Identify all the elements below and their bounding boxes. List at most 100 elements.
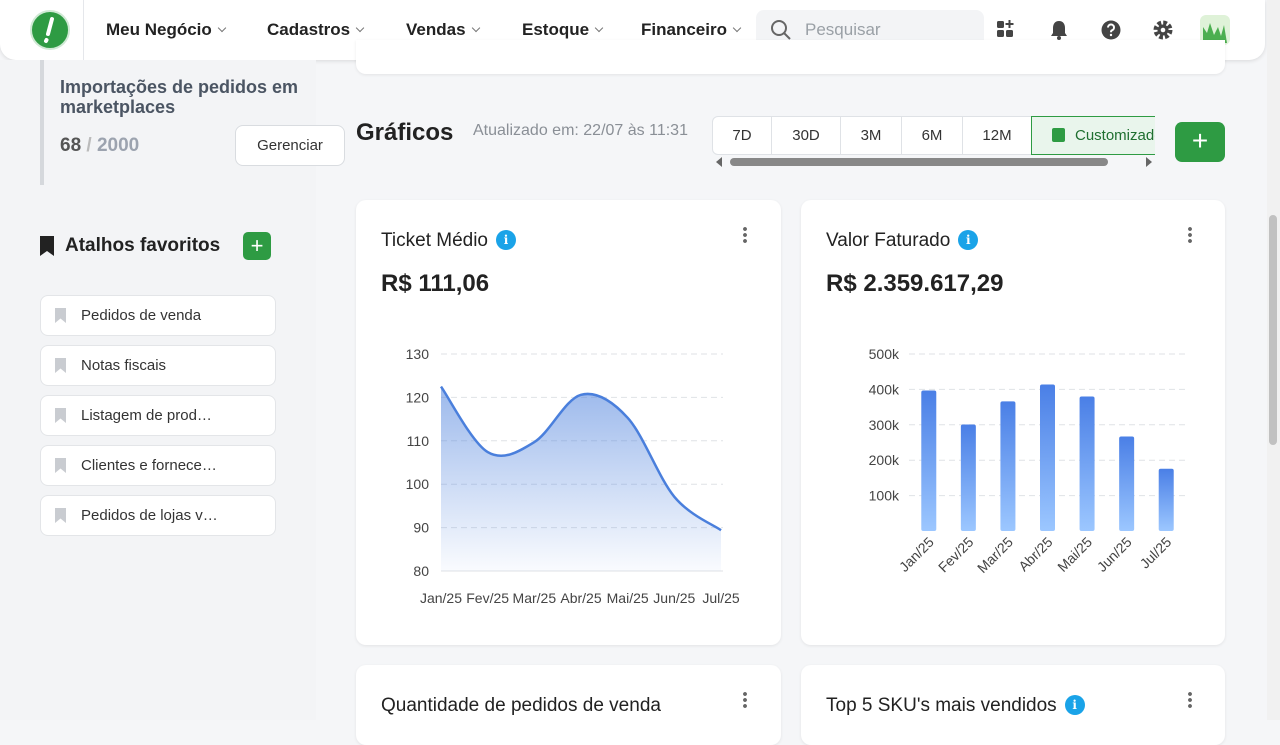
scrollbar-thumb[interactable] <box>1269 215 1277 445</box>
favorites-title: Atalhos favoritos <box>65 235 221 256</box>
bookmark-icon <box>55 408 66 423</box>
card-menu[interactable] <box>1188 691 1192 709</box>
bell-icon[interactable] <box>1048 19 1070 41</box>
info-icon[interactable]: i <box>496 230 516 250</box>
period-tabs-inner: 7D 30D 3M 6M 12M Customizado <box>712 0 1155 720</box>
period-tab[interactable]: 6M <box>901 116 963 155</box>
info-icon[interactable]: i <box>1064 695 1085 715</box>
bar <box>1079 396 1095 531</box>
import-card: Importações de pedidos em marketplaces 6… <box>40 60 298 185</box>
y-tick-label: 500k <box>869 346 900 362</box>
updated-text: Atualizado em: 22/07 às 11:31 <box>473 122 688 139</box>
y-tick-label: 120 <box>406 389 430 405</box>
card-title-wrap: Top 5 SKU's mais vendidos i <box>826 695 1085 717</box>
x-tick-label: Jan/25 <box>420 590 462 606</box>
y-tick-label: 110 <box>407 433 430 449</box>
y-tick-label: 130 <box>406 346 430 362</box>
x-tick-label: Jun/25 <box>653 590 695 606</box>
favorite-label: Notas fiscais <box>81 357 167 374</box>
divider <box>83 0 84 60</box>
favorite-label: Pedidos de lojas v… <box>81 507 218 524</box>
calendar-icon <box>1052 128 1065 142</box>
line <box>439 385 722 532</box>
y-tick-label: 80 <box>413 563 429 579</box>
nav-item[interactable]: Meu Negócio <box>106 20 225 40</box>
x-tick-label: Jun/25 <box>1094 534 1135 575</box>
y-tick-label: 100 <box>406 476 430 492</box>
y-tick-label: 100k <box>869 488 900 504</box>
x-tick-label: Mar/25 <box>974 534 1016 576</box>
card-menu[interactable] <box>743 691 747 709</box>
x-tick-label: Fev/25 <box>935 534 977 576</box>
search-placeholder: Pesquisar <box>805 20 881 39</box>
x-tick-label: Abr/25 <box>1015 534 1056 575</box>
line-area <box>441 386 721 571</box>
card-title: Top 5 SKU's mais vendidos <box>826 695 1057 716</box>
card-menu[interactable] <box>743 226 747 244</box>
y-tick-label: 200k <box>869 452 900 468</box>
manage-button[interactable]: Gerenciar <box>235 125 345 166</box>
apps-icon[interactable] <box>996 19 1018 41</box>
add-chart-button[interactable]: + <box>1175 122 1225 162</box>
bar <box>1040 384 1055 531</box>
orders-card: Quantidade de pedidos de venda <box>356 665 781 745</box>
period-tab[interactable]: 3M <box>840 116 902 155</box>
x-tick-label: Mar/25 <box>513 590 557 606</box>
period-tab[interactable]: Customizado <box>1031 116 1155 155</box>
sku-card: Top 5 SKU's mais vendidos i <box>801 665 1225 745</box>
import-count: 68 <box>60 135 82 156</box>
import-separator: / <box>86 135 92 156</box>
nav-item[interactable]: Financeiro <box>641 20 740 40</box>
add-favorite-button[interactable]: + <box>243 232 271 260</box>
period-tab[interactable]: 30D <box>771 116 841 155</box>
scrollbar <box>1267 0 1280 720</box>
nav-item[interactable]: Estoque <box>522 20 602 40</box>
favorite-label: Pedidos de venda <box>81 307 202 324</box>
period-tab[interactable]: 12M <box>962 116 1032 155</box>
card-menu[interactable] <box>1188 226 1192 244</box>
bookmark-icon <box>55 308 66 323</box>
y-tick-label: 400k <box>869 381 900 397</box>
x-tick-label: Mai/25 <box>607 590 649 606</box>
x-tick-label: Fev/25 <box>466 590 509 606</box>
favorite-item[interactable]: Notas fiscais <box>40 345 276 386</box>
avatar[interactable] <box>1200 15 1230 45</box>
bar <box>1158 468 1174 531</box>
nav-item[interactable]: Cadastros <box>267 20 363 40</box>
bookmark-icon <box>55 458 66 473</box>
bar <box>1000 401 1016 531</box>
logo[interactable] <box>30 10 70 50</box>
tabs-scrollbar <box>716 157 1152 167</box>
settings-icon[interactable] <box>1152 19 1174 41</box>
bookmark-icon <box>55 358 66 373</box>
bar <box>921 390 937 531</box>
y-tick-label: 300k <box>869 417 900 433</box>
favorite-item[interactable]: Pedidos de venda <box>40 295 276 336</box>
nav-item[interactable]: Vendas <box>406 20 479 40</box>
x-tick-label: Abr/25 <box>560 590 601 606</box>
favorite-item[interactable]: Clientes e fornece… <box>40 445 276 486</box>
billing-card: Valor Faturado i R$ 2.359.617,29 100k 200k… <box>801 200 1225 645</box>
favorite-label: Clientes e fornece… <box>81 457 217 474</box>
period-tab[interactable]: 7D <box>712 116 772 155</box>
favorite-item[interactable]: Listagem de prod… <box>40 395 276 436</box>
card-title: Ticket Médio <box>381 230 488 251</box>
x-tick-label: Jul/25 <box>702 590 740 606</box>
page: Meu Negócio Cadastros Vendas Estoque Finance… <box>0 0 1280 720</box>
ticket-card: Ticket Médio i R$ 111,06 80 90 100 110 120 130… <box>356 200 781 645</box>
bar <box>1119 436 1135 531</box>
favorite-item[interactable]: Pedidos de lojas v… <box>40 495 276 536</box>
import-counter: 68 / 2000 <box>60 135 139 157</box>
help-icon[interactable] <box>1100 19 1122 41</box>
section-title: Gráficos <box>356 119 454 146</box>
x-tick-label: Jul/25 <box>1137 534 1175 572</box>
card-title-wrap: Valor Faturado i <box>826 230 979 252</box>
favorite-label: Listagem de prod… <box>81 407 212 424</box>
card-title-wrap: Ticket Médio i <box>381 230 516 252</box>
card-title: Quantidade de pedidos de venda <box>381 695 661 716</box>
period-tabs: 7D 30D 3M 6M 12M Customizado <box>712 0 1155 720</box>
chart: 80 90 100 110 120 130 Jan/25 Fev/25 Mar/25 Abr/25… <box>406 346 740 606</box>
import-title: Importações de pedidos em marketplaces <box>60 77 299 117</box>
info-icon[interactable]: i <box>958 230 979 250</box>
